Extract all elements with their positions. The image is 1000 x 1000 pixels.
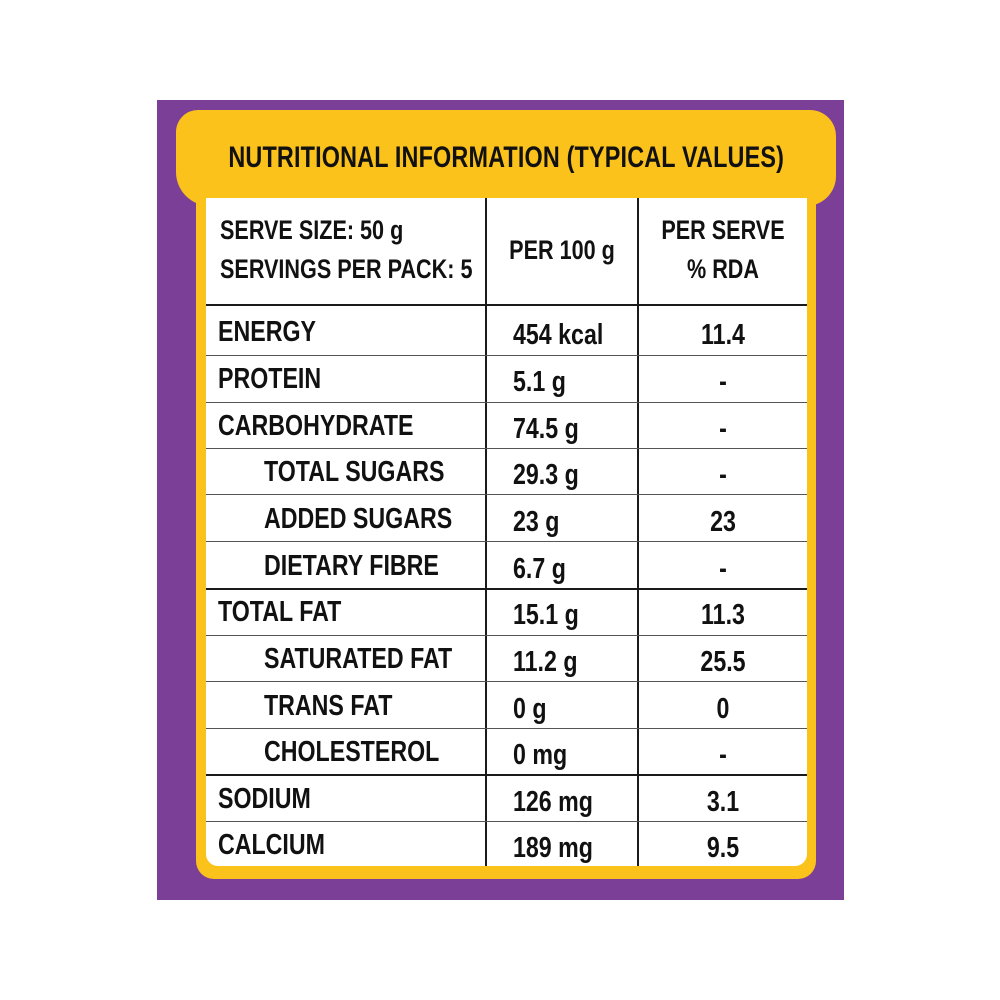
rda-value: 0 (716, 693, 730, 725)
rda-value: - (719, 366, 727, 398)
rda-value: 11.3 (701, 599, 745, 631)
nutrient-name: TRANS FAT (264, 690, 393, 722)
nutrient-name: SODIUM (218, 783, 311, 815)
section-divider (206, 774, 807, 776)
row-divider (206, 355, 807, 356)
nutrition-table: SERVE SIZE: 50 g SERVINGS PER PACK: 5 PE… (206, 198, 807, 866)
nutrient-name: TOTAL FAT (218, 596, 342, 628)
per-100g-value: 126 mg (513, 786, 593, 818)
rda-value: 25.5 (700, 646, 746, 678)
rda-value: - (719, 553, 727, 585)
rda-value: - (719, 739, 727, 771)
rda-value: 3.1 (706, 786, 740, 818)
per-100g-value: 5.1 g (513, 366, 566, 398)
rda-value: - (719, 459, 727, 491)
servings-per-pack-label: SERVINGS PER PACK: 5 (220, 254, 473, 284)
per-100g-value: 189 mg (513, 832, 593, 864)
nutrient-name: ADDED SUGARS (264, 503, 453, 535)
nutrient-name: CALCIUM (218, 829, 325, 861)
nutrient-name: CHOLESTEROL (264, 736, 440, 768)
nutrient-name: ENERGY (218, 316, 316, 348)
nutrient-name: CARBOHYDRATE (218, 410, 414, 442)
per-100g-value: 454 kcal (513, 319, 604, 351)
column-divider (485, 198, 487, 866)
row-divider (206, 681, 807, 682)
row-divider (206, 494, 807, 495)
column-divider (637, 198, 639, 866)
row-divider (206, 541, 807, 542)
rda-value: 11.4 (701, 319, 745, 351)
nutrient-name: DIETARY FIBRE (264, 550, 439, 582)
row-divider (206, 402, 807, 403)
per-100g-value: 0 g (513, 693, 547, 725)
per-100g-value: 15.1 g (513, 599, 579, 631)
per-100g-value: 29.3 g (513, 459, 579, 491)
serve-size-label: SERVE SIZE: 50 g (220, 215, 404, 245)
rda-value: 23 (710, 506, 736, 538)
nutrient-name: SATURATED FAT (264, 643, 453, 675)
header-divider (206, 304, 807, 306)
per-100g-value: 74.5 g (513, 413, 579, 445)
per-100g-value: 23 g (513, 506, 560, 538)
rda-value: 9.5 (706, 832, 740, 864)
row-divider (206, 635, 807, 636)
row-divider (206, 728, 807, 729)
row-divider (206, 448, 807, 449)
column-header-per-100g: PER 100 g (509, 235, 615, 265)
per-100g-value: 0 mg (513, 739, 568, 771)
per-100g-value: 6.7 g (513, 553, 566, 585)
section-divider (206, 588, 807, 590)
nutrient-name: TOTAL SUGARS (264, 456, 445, 488)
nutrition-title: NUTRITIONAL INFORMATION (TYPICAL VALUES) (228, 141, 784, 174)
column-header-per-serve: PER SERVE (661, 215, 785, 245)
per-100g-value: 11.2 g (513, 646, 578, 678)
title-banner: NUTRITIONAL INFORMATION (TYPICAL VALUES) (176, 110, 836, 206)
column-header-rda: % RDA (686, 254, 759, 284)
rda-value: - (719, 413, 727, 445)
nutrient-name: PROTEIN (218, 363, 322, 395)
row-divider (206, 821, 807, 822)
